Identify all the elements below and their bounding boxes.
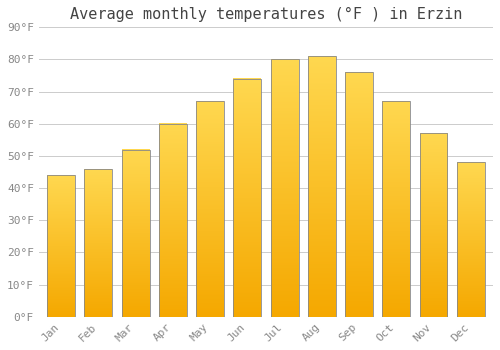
Bar [159, 124, 187, 317]
Bar [47, 175, 75, 317]
Title: Average monthly temperatures (°F ) in Erzin: Average monthly temperatures (°F ) in Er… [70, 7, 462, 22]
Bar [345, 72, 373, 317]
Bar [234, 79, 262, 317]
Bar [308, 56, 336, 317]
Bar [270, 60, 298, 317]
Bar [84, 169, 112, 317]
Bar [420, 133, 448, 317]
Bar [122, 149, 150, 317]
Bar [457, 162, 484, 317]
Bar [382, 101, 410, 317]
Bar [196, 101, 224, 317]
